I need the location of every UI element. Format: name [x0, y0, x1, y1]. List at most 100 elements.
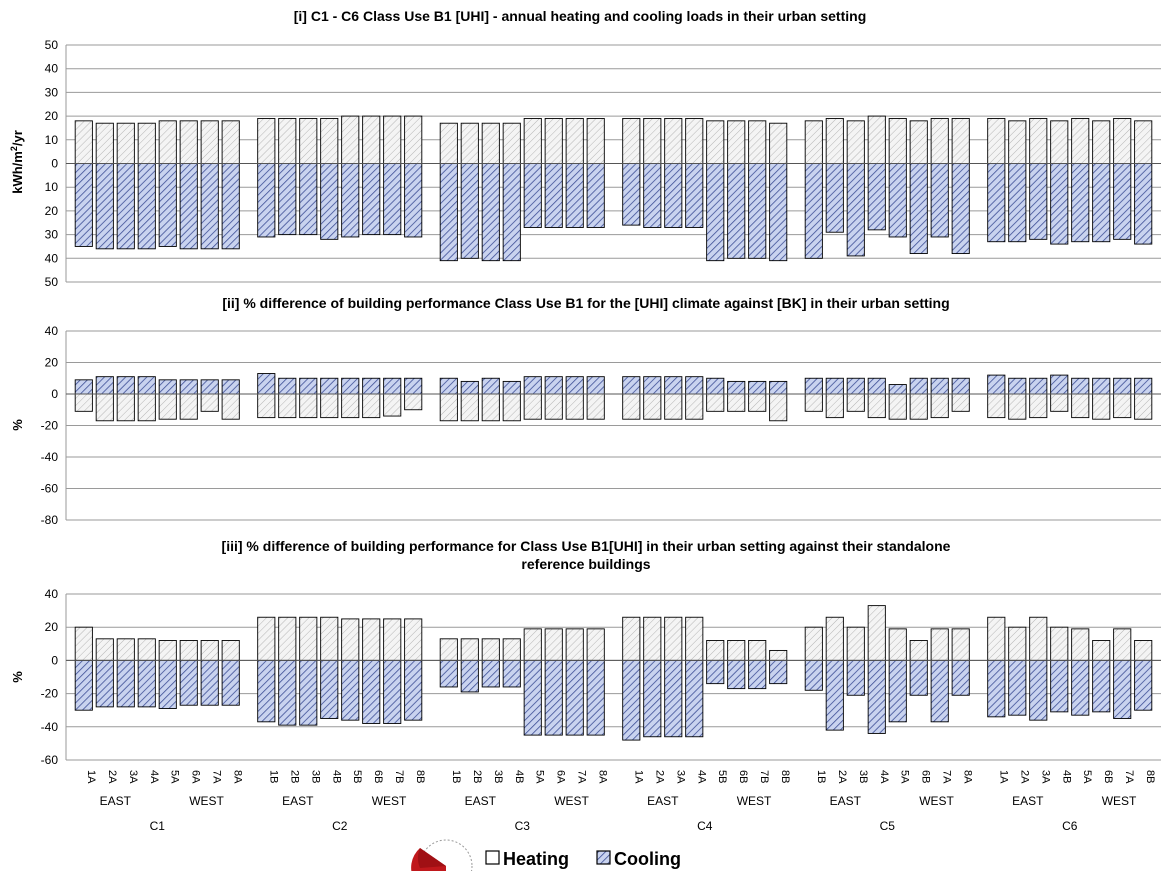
bar-cooling-3A — [116, 659, 135, 708]
bar-cooling-2A — [825, 377, 844, 395]
panel-2-title: [ii] % difference of building performanc… — [222, 295, 949, 311]
bar-cooling-1A — [987, 659, 1006, 718]
bar-cooling-3A — [1029, 163, 1048, 240]
bar-cooling-8B — [769, 659, 788, 685]
bar-heating-2A — [1008, 120, 1027, 164]
bar-heating-4A — [867, 115, 886, 164]
bar-heating-2A — [643, 118, 662, 164]
x-tick-label: 8B — [1144, 770, 1156, 783]
bar-heating-6A — [179, 393, 198, 420]
x-tick-label: 3B — [309, 770, 321, 783]
bar-cooling-8A — [586, 659, 605, 736]
x-tick-label: 5B — [351, 770, 363, 783]
bar-heating-6B — [362, 618, 381, 661]
x-tick-label: 3A — [1039, 770, 1051, 784]
bar-cooling-7A — [200, 659, 219, 706]
bar-heating-7B — [383, 393, 402, 417]
bar-heating-1A — [74, 626, 93, 661]
bar-cooling-7B — [383, 377, 402, 395]
bar-heating-4A — [867, 393, 886, 419]
bar-cooling-4A — [867, 377, 886, 395]
x-tick-label: 4B — [1060, 770, 1072, 783]
bar-heating-8B — [769, 122, 788, 164]
bar-cooling-6B — [909, 659, 928, 696]
bar-heating-2A — [643, 393, 662, 420]
x-tick-label: 2A — [836, 770, 848, 784]
bar-heating-1A — [622, 616, 641, 661]
bar-heating-8B — [404, 618, 423, 661]
bar-heating-8A — [221, 120, 240, 164]
bar-heating-2B — [460, 638, 479, 661]
bar-heating-3A — [664, 393, 683, 420]
bar-heating-4B — [1050, 120, 1069, 164]
bar-heating-8A — [951, 118, 970, 164]
bar-cooling-7B — [383, 163, 402, 236]
panel-3-title-line2: reference buildings — [521, 556, 650, 572]
x-tick-label: 3B — [492, 770, 504, 783]
bar-cooling-8B — [404, 659, 423, 721]
bar-cooling-8B — [404, 163, 423, 238]
bar-cooling-3B — [846, 659, 865, 696]
bar-cooling-5B — [706, 163, 725, 262]
bar-cooling-4B — [320, 659, 339, 719]
bar-cooling-3A — [116, 376, 135, 395]
bar-heating-6B — [1092, 120, 1111, 164]
bar-heating-8B — [769, 393, 788, 422]
bar-cooling-3A — [116, 163, 135, 250]
bar-heating-1A — [987, 393, 1006, 419]
bar-cooling-7B — [748, 380, 767, 395]
bar-heating-3B — [846, 120, 865, 164]
bar-cooling-1B — [804, 163, 823, 259]
bar-heating-6A — [179, 640, 198, 661]
bar-cooling-6B — [1092, 163, 1111, 243]
legend-heating-swatch — [485, 850, 500, 865]
y-tick-label: 40 — [45, 62, 59, 76]
x-tick-label: 3A — [127, 770, 139, 784]
x-tick-label: 5A — [1081, 770, 1093, 784]
y-tick-label: 20 — [45, 620, 59, 634]
bar-heating-6A — [544, 628, 563, 661]
bar-cooling-7B — [383, 659, 402, 724]
y-tick-label: 20 — [45, 204, 59, 218]
bar-cooling-5A — [888, 163, 907, 238]
y-tick-label: 50 — [45, 275, 59, 289]
subgroup-label-west: WEST — [919, 794, 954, 808]
panel-2-ylabel: % — [10, 419, 25, 431]
bar-cooling-7A — [1113, 659, 1132, 719]
bar-heating-4B — [1050, 626, 1069, 661]
x-tick-label: 4A — [695, 770, 707, 784]
subgroup-label-east: EAST — [647, 794, 679, 808]
bar-heating-6A — [179, 120, 198, 164]
bar-heating-8A — [951, 393, 970, 412]
bar-heating-4A — [685, 393, 704, 420]
bar-cooling-2A — [825, 163, 844, 233]
x-tick-label: 2B — [288, 770, 300, 783]
bar-heating-2B — [460, 122, 479, 164]
panel-2-uhi-vs-bk: 40 20 0 -20 -40 -60 -80 — [41, 324, 1161, 527]
bar-cooling-2A — [1008, 163, 1027, 243]
group-label-c2: C2 — [332, 819, 348, 833]
bar-heating-8B — [1134, 120, 1153, 164]
bar-cooling-4B — [1050, 374, 1069, 395]
x-tick-label: 7B — [393, 770, 405, 783]
y-tick-label: 0 — [51, 157, 58, 171]
bar-heating-2B — [278, 393, 297, 419]
bar-heating-7A — [930, 628, 949, 661]
bar-cooling-2A — [95, 659, 114, 708]
subgroup-label-west: WEST — [554, 794, 589, 808]
bar-heating-2A — [1008, 393, 1027, 420]
panel-1-title: [i] C1 - C6 Class Use B1 [UHI] - annual … — [294, 8, 867, 24]
subgroup-label-east: EAST — [1012, 794, 1044, 808]
bar-heating-7A — [200, 120, 219, 164]
bar-heating-3A — [664, 118, 683, 164]
bar-heating-2A — [825, 393, 844, 419]
corner-stamp — [411, 839, 473, 871]
bar-cooling-1A — [987, 163, 1006, 243]
bar-cooling-1A — [622, 376, 641, 395]
x-tick-label: 5A — [899, 770, 911, 784]
bar-cooling-6B — [727, 163, 746, 259]
bar-cooling-7A — [565, 163, 584, 228]
bar-cooling-6B — [727, 380, 746, 395]
group-label-c3: C3 — [515, 819, 531, 833]
bar-heating-7A — [930, 393, 949, 419]
